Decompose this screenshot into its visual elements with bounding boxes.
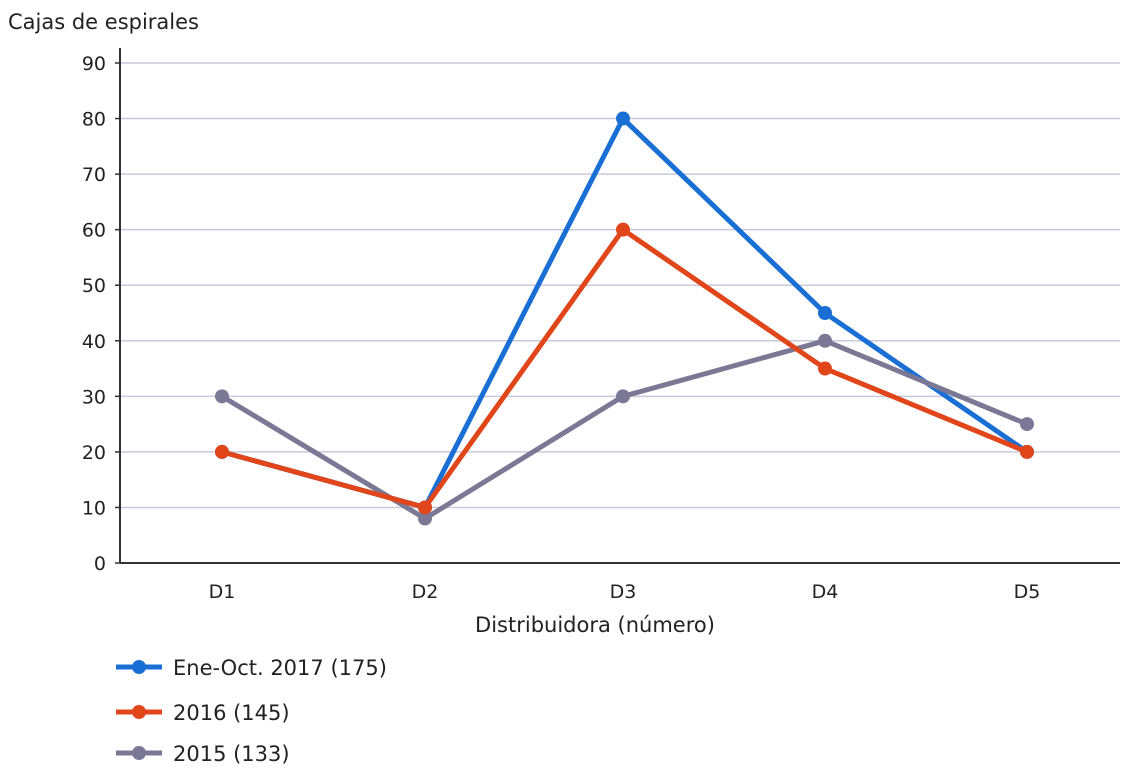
y-tick-label: 40 bbox=[82, 331, 106, 353]
axes bbox=[119, 48, 1120, 564]
y-tick-label: 0 bbox=[94, 553, 106, 575]
legend-label: 2015 (133) bbox=[173, 742, 290, 766]
data-point bbox=[418, 511, 432, 526]
data-point bbox=[818, 361, 832, 376]
y-tick-label: 60 bbox=[82, 220, 106, 242]
series-0 bbox=[215, 111, 1034, 515]
data-point bbox=[818, 333, 832, 348]
legend-swatch-marker bbox=[132, 660, 146, 674]
data-point bbox=[616, 222, 630, 237]
y-axis-ticks: 0 10 20 30 40 50 60 70 80 90 bbox=[82, 53, 120, 575]
y-axis-title: Cajas de espirales bbox=[8, 10, 199, 34]
x-tick-label: D4 bbox=[812, 581, 839, 603]
data-point bbox=[418, 500, 432, 515]
data-point bbox=[1020, 417, 1034, 432]
legend-item: 2015 (133) bbox=[116, 742, 290, 766]
data-point bbox=[616, 389, 630, 404]
series bbox=[215, 111, 1034, 526]
legend: Ene-Oct. 2017 (175) 2016 (145) 2015 (133) bbox=[116, 656, 387, 766]
data-point bbox=[616, 111, 630, 126]
data-point bbox=[818, 306, 832, 320]
legend-swatch-marker bbox=[132, 746, 146, 760]
x-tick-label: D3 bbox=[610, 581, 637, 603]
x-tick-label: D2 bbox=[412, 581, 439, 603]
y-tick-label: 20 bbox=[82, 442, 106, 464]
y-tick-label: 50 bbox=[82, 275, 106, 297]
x-tick-label: D5 bbox=[1014, 581, 1041, 603]
legend-item: 2016 (145) bbox=[116, 701, 290, 725]
y-tick-label: 90 bbox=[82, 53, 106, 75]
x-axis-ticks: D1 D2 D3 D4 D5 bbox=[209, 581, 1041, 603]
legend-item: Ene-Oct. 2017 (175) bbox=[116, 656, 387, 680]
data-point bbox=[215, 389, 229, 404]
y-tick-label: 10 bbox=[82, 497, 106, 519]
series-line bbox=[219, 116, 1030, 510]
data-point bbox=[215, 444, 229, 459]
series-1 bbox=[215, 222, 1034, 515]
y-tick-label: 80 bbox=[82, 109, 106, 131]
series-2 bbox=[215, 333, 1034, 526]
y-tick-label: 30 bbox=[82, 386, 106, 408]
x-tick-label: D1 bbox=[209, 581, 236, 603]
legend-label: Ene-Oct. 2017 (175) bbox=[173, 656, 387, 680]
data-point bbox=[1020, 444, 1034, 459]
legend-label: 2016 (145) bbox=[173, 701, 290, 725]
x-axis-title: Distribuidora (número) bbox=[475, 613, 715, 637]
legend-swatch-marker bbox=[132, 705, 146, 719]
y-tick-label: 70 bbox=[82, 164, 106, 186]
